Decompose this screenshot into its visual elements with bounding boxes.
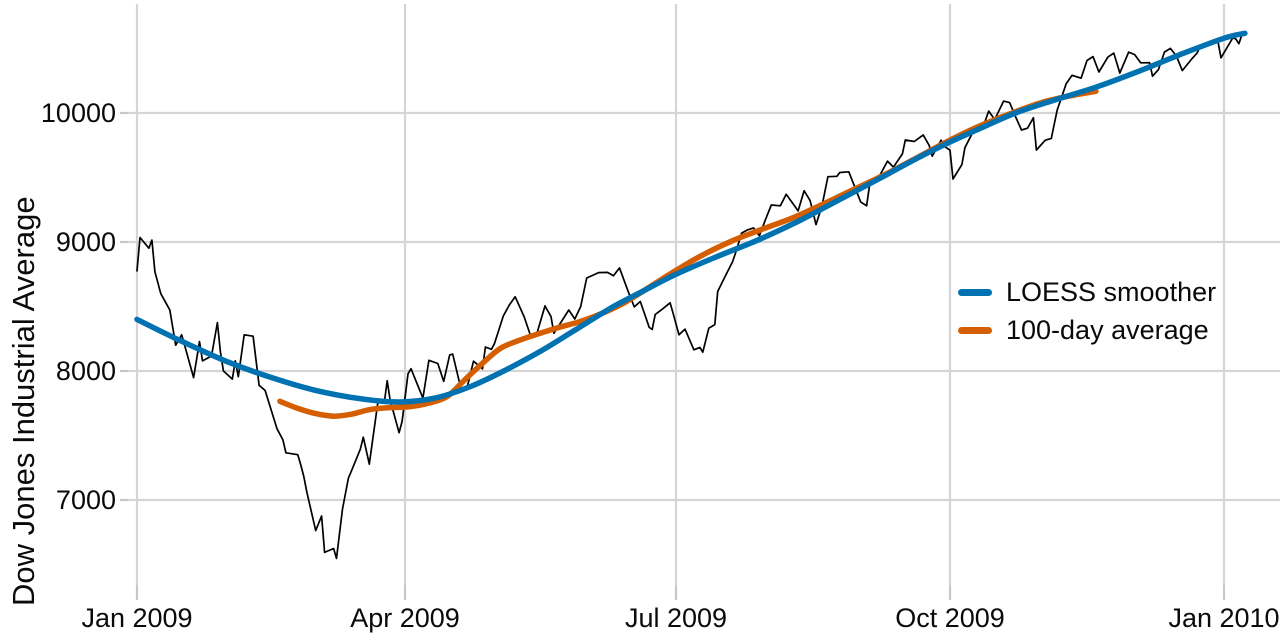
data-series xyxy=(134,30,1248,560)
series-100-day-average xyxy=(277,88,1099,419)
x-tick-label-Oct-2009: Oct 2009 xyxy=(895,603,1005,633)
y-tick-label-8000: 8000 xyxy=(56,356,116,386)
y-tick-label-7000: 7000 xyxy=(56,485,116,515)
gridlines xyxy=(128,4,1280,585)
legend-label-100day: 100-day average xyxy=(1006,314,1209,345)
legend-item-100day: 100-day average xyxy=(958,311,1216,349)
axis-ticks xyxy=(120,111,1226,600)
x-tick-label-Jan-2009: Jan 2009 xyxy=(81,603,192,633)
legend-label-loess: LOESS smoother xyxy=(1006,276,1217,307)
x-tick-label-Jan-2010: Jan 2010 xyxy=(1168,603,1279,633)
legend-item-loess: LOESS smoother xyxy=(958,273,1216,311)
y-axis-title: Dow Jones Industrial Average xyxy=(6,196,41,606)
y-tick-label-9000: 9000 xyxy=(56,227,116,257)
y-tick-label-10000: 10000 xyxy=(41,98,116,128)
x-tick-label-Jul-2009: Jul 2009 xyxy=(625,603,727,633)
series-daily-close xyxy=(136,33,1243,560)
x-tick-label-Apr-2009: Apr 2009 xyxy=(350,603,460,633)
legend: LOESS smoother 100-day average xyxy=(958,273,1216,349)
loess-line-swatch xyxy=(958,288,992,296)
axis-tick-labels: 7000 8000 9000 10000 Jan 2009 Apr 2009 Jul 200… xyxy=(41,98,1280,633)
series-loess-smoother xyxy=(134,30,1248,405)
100day-line-swatch xyxy=(958,326,992,334)
